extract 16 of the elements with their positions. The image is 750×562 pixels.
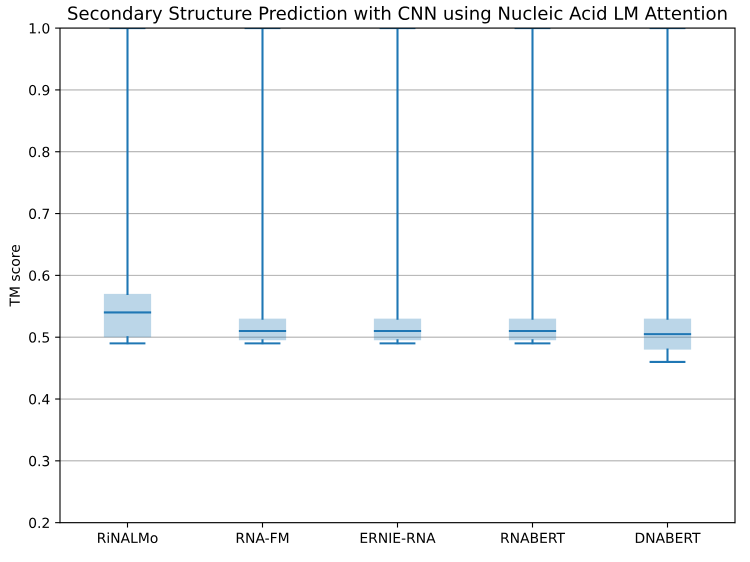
x-tick-label: RNABERT <box>501 532 566 543</box>
y-axis-title: TM score <box>10 245 20 307</box>
y-tick-label: 0.6 <box>29 270 50 281</box>
y-tick-label: 0.7 <box>29 208 50 220</box>
y-tick-label: 0.4 <box>29 394 50 404</box>
x-tick-label: RNA-FM <box>236 532 288 543</box>
x-tick-label: DNABERT <box>636 532 701 543</box>
y-tick-label: 0.3 <box>29 456 50 466</box>
y-tick-label: 1.0 <box>30 23 50 34</box>
x-tick-label: RiNALMo <box>98 532 158 544</box>
y-tick-label: 0.9 <box>29 84 50 96</box>
y-tick-label: 0.5 <box>29 332 50 343</box>
chart-title: Secondary Structure Prediction with CNN using Nucleic Acid LM Attention <box>68 6 726 24</box>
y-tick-label: 0.2 <box>29 518 49 528</box>
x-tick-label: ERNIE-RNA <box>360 532 436 543</box>
y-tick-label: 0.8 <box>29 146 50 158</box>
